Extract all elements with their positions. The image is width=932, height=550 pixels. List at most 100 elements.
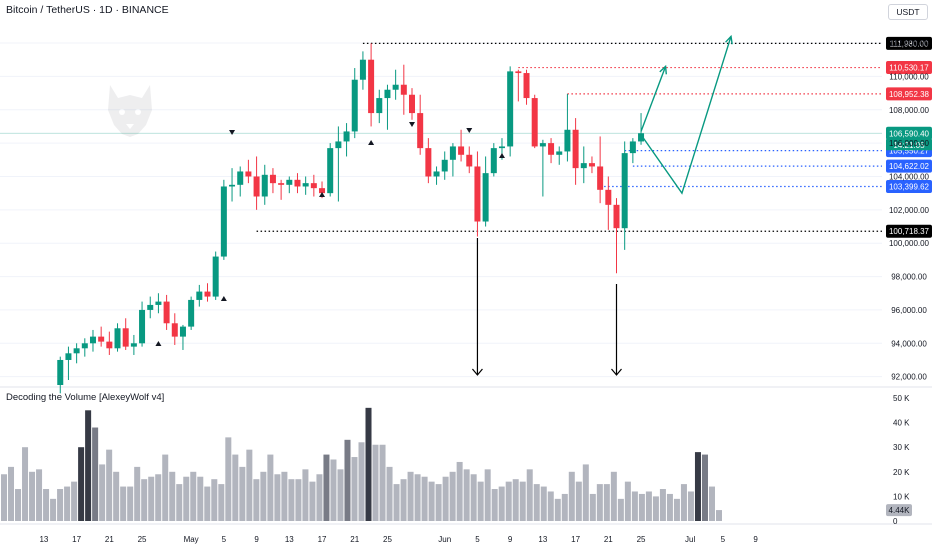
candle-body — [417, 113, 424, 149]
candle-body — [89, 336, 96, 344]
volume-tick: 0 — [893, 517, 898, 526]
price-level-text: 104,622.02 — [889, 162, 930, 171]
price-level-tag — [886, 126, 932, 140]
volume-bar — [225, 437, 232, 521]
volume-bar — [323, 454, 330, 521]
volume-bar — [120, 486, 127, 521]
candle-body — [466, 154, 473, 167]
volume-bar — [463, 469, 470, 521]
volume-bar — [148, 476, 155, 521]
volume-bar — [680, 484, 687, 521]
volume-pane: 50 K 40 K 30 K 20 K 10 K 0 4.44K — [1, 394, 912, 526]
volume-bar — [127, 486, 134, 521]
volume-tick: 40 K — [893, 419, 910, 428]
candle-body — [523, 73, 530, 99]
candle-body — [294, 179, 301, 187]
candle-body — [245, 171, 252, 177]
candle-body — [564, 129, 571, 152]
volume-bar — [260, 471, 267, 521]
volume-bar — [365, 407, 372, 521]
volume-bar — [512, 479, 519, 521]
price-level-label: 106,590.40 — [886, 126, 932, 140]
marker-up-icon — [155, 341, 162, 346]
volume-bar — [29, 471, 36, 521]
annotations — [471, 34, 733, 376]
projection-arrowhead-icon — [725, 34, 733, 45]
volume-bar — [344, 439, 351, 521]
candle-body — [204, 291, 211, 297]
volume-bar — [197, 476, 204, 521]
volume-tick: 30 K — [893, 443, 910, 452]
date-tick: 17 — [72, 535, 81, 544]
candle-body — [359, 59, 366, 80]
candle-body — [539, 143, 546, 147]
candle-body — [286, 179, 293, 185]
candle-body — [458, 146, 465, 155]
candle-body — [531, 98, 538, 147]
volume-bar — [666, 493, 673, 521]
date-tick: 17 — [571, 535, 580, 544]
volume-bar — [652, 496, 659, 521]
candle-body — [376, 98, 383, 114]
date-tick: 9 — [254, 535, 259, 544]
volume-bar — [442, 476, 449, 521]
candle-body — [155, 301, 162, 305]
volume-bar — [491, 489, 498, 521]
volume-bar — [414, 474, 421, 521]
volume-bar — [99, 464, 106, 521]
date-axis[interactable]: 13 17 21 25 May 5 9 13 17 21 25 Jun 5 9 13 17 21 25 Jul 5 9 — [39, 535, 758, 544]
price-tick: 96,000.00 — [891, 306, 927, 315]
volume-bar — [540, 486, 547, 521]
candle-body — [588, 163, 595, 167]
price-level-text: 106,590.40 — [889, 129, 930, 138]
volume-bar — [533, 484, 540, 521]
price-tick: 102,000.00 — [889, 206, 930, 215]
volume-bar — [701, 454, 708, 521]
volume-bar — [71, 481, 78, 521]
candle-body — [441, 159, 448, 172]
marker-up-icon — [368, 140, 375, 145]
candle-body — [261, 174, 268, 197]
volume-bar — [400, 479, 407, 521]
volume-bar — [85, 410, 92, 521]
marker-up-icon — [498, 153, 505, 158]
down-arrow-icon — [471, 368, 483, 376]
volume-bar — [281, 471, 288, 521]
volume-bar — [309, 481, 316, 521]
candle-body — [57, 359, 64, 385]
date-tick: 5 — [721, 535, 726, 544]
volume-bar — [428, 481, 435, 521]
date-tick: 13 — [39, 535, 48, 544]
price-level-label: 108,952.38 — [886, 87, 932, 101]
candle-body — [449, 146, 456, 160]
volume-bar — [449, 471, 456, 521]
date-tick: 17 — [318, 535, 327, 544]
countdown-tag — [886, 139, 932, 151]
price-tick: 104,000.00 — [889, 172, 930, 181]
candle-body — [498, 146, 505, 149]
price-level-text: 105,550.27 — [889, 147, 930, 156]
price-axis[interactable]: 111,980.00 110,530.17 108,952.38 106,590.40… — [886, 36, 932, 382]
volume-bar — [57, 489, 64, 521]
candle-body — [319, 188, 326, 194]
date-tick: 9 — [508, 535, 513, 544]
date-tick: 5 — [475, 535, 480, 544]
volume-last-text: 4.44K — [889, 506, 911, 515]
marker-up-icon — [319, 192, 326, 197]
candle-body — [556, 151, 563, 155]
date-tick: 21 — [105, 535, 114, 544]
date-tick: 25 — [637, 535, 646, 544]
volume-tick: 50 K — [893, 394, 910, 403]
volume-bar — [603, 484, 610, 521]
volume-bar — [22, 447, 29, 521]
candle-body — [253, 176, 260, 197]
currency-button[interactable]: USDT — [888, 4, 928, 20]
candle-body — [515, 71, 522, 74]
projection-path-long — [640, 36, 732, 195]
candle-body — [106, 341, 113, 349]
candle-body — [368, 59, 375, 114]
volume-bar — [596, 484, 603, 521]
volume-bar — [631, 491, 638, 521]
candle-body — [130, 343, 137, 347]
